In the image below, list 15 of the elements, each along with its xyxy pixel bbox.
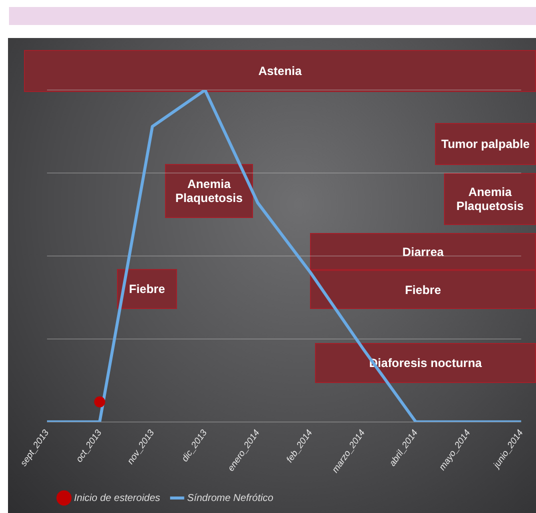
label-box: Fiebre: [117, 269, 177, 309]
label-box: Anemia Plaquetosis: [165, 164, 253, 218]
legend-label: Inicio de esteroides: [74, 492, 160, 504]
legend-label: Síndrome Nefrótico: [187, 492, 274, 504]
annotation: Fiebre: [404, 282, 441, 296]
label-box: Anemia Plaquetosis: [444, 173, 536, 225]
label-box: Diarrea: [310, 233, 536, 270]
label-box: Fiebre: [310, 270, 536, 309]
annotation: Anemia Plaquetosis: [174, 177, 244, 205]
annotation: Anemia Plaquetosis: [455, 185, 525, 213]
label-box: Tumor palpable: [435, 123, 536, 165]
annotation: Fiebre: [128, 282, 165, 296]
annotation: Tumor palpable: [441, 137, 530, 151]
label-box: Astenia: [24, 50, 536, 92]
annotation: Diarrea: [402, 244, 444, 258]
